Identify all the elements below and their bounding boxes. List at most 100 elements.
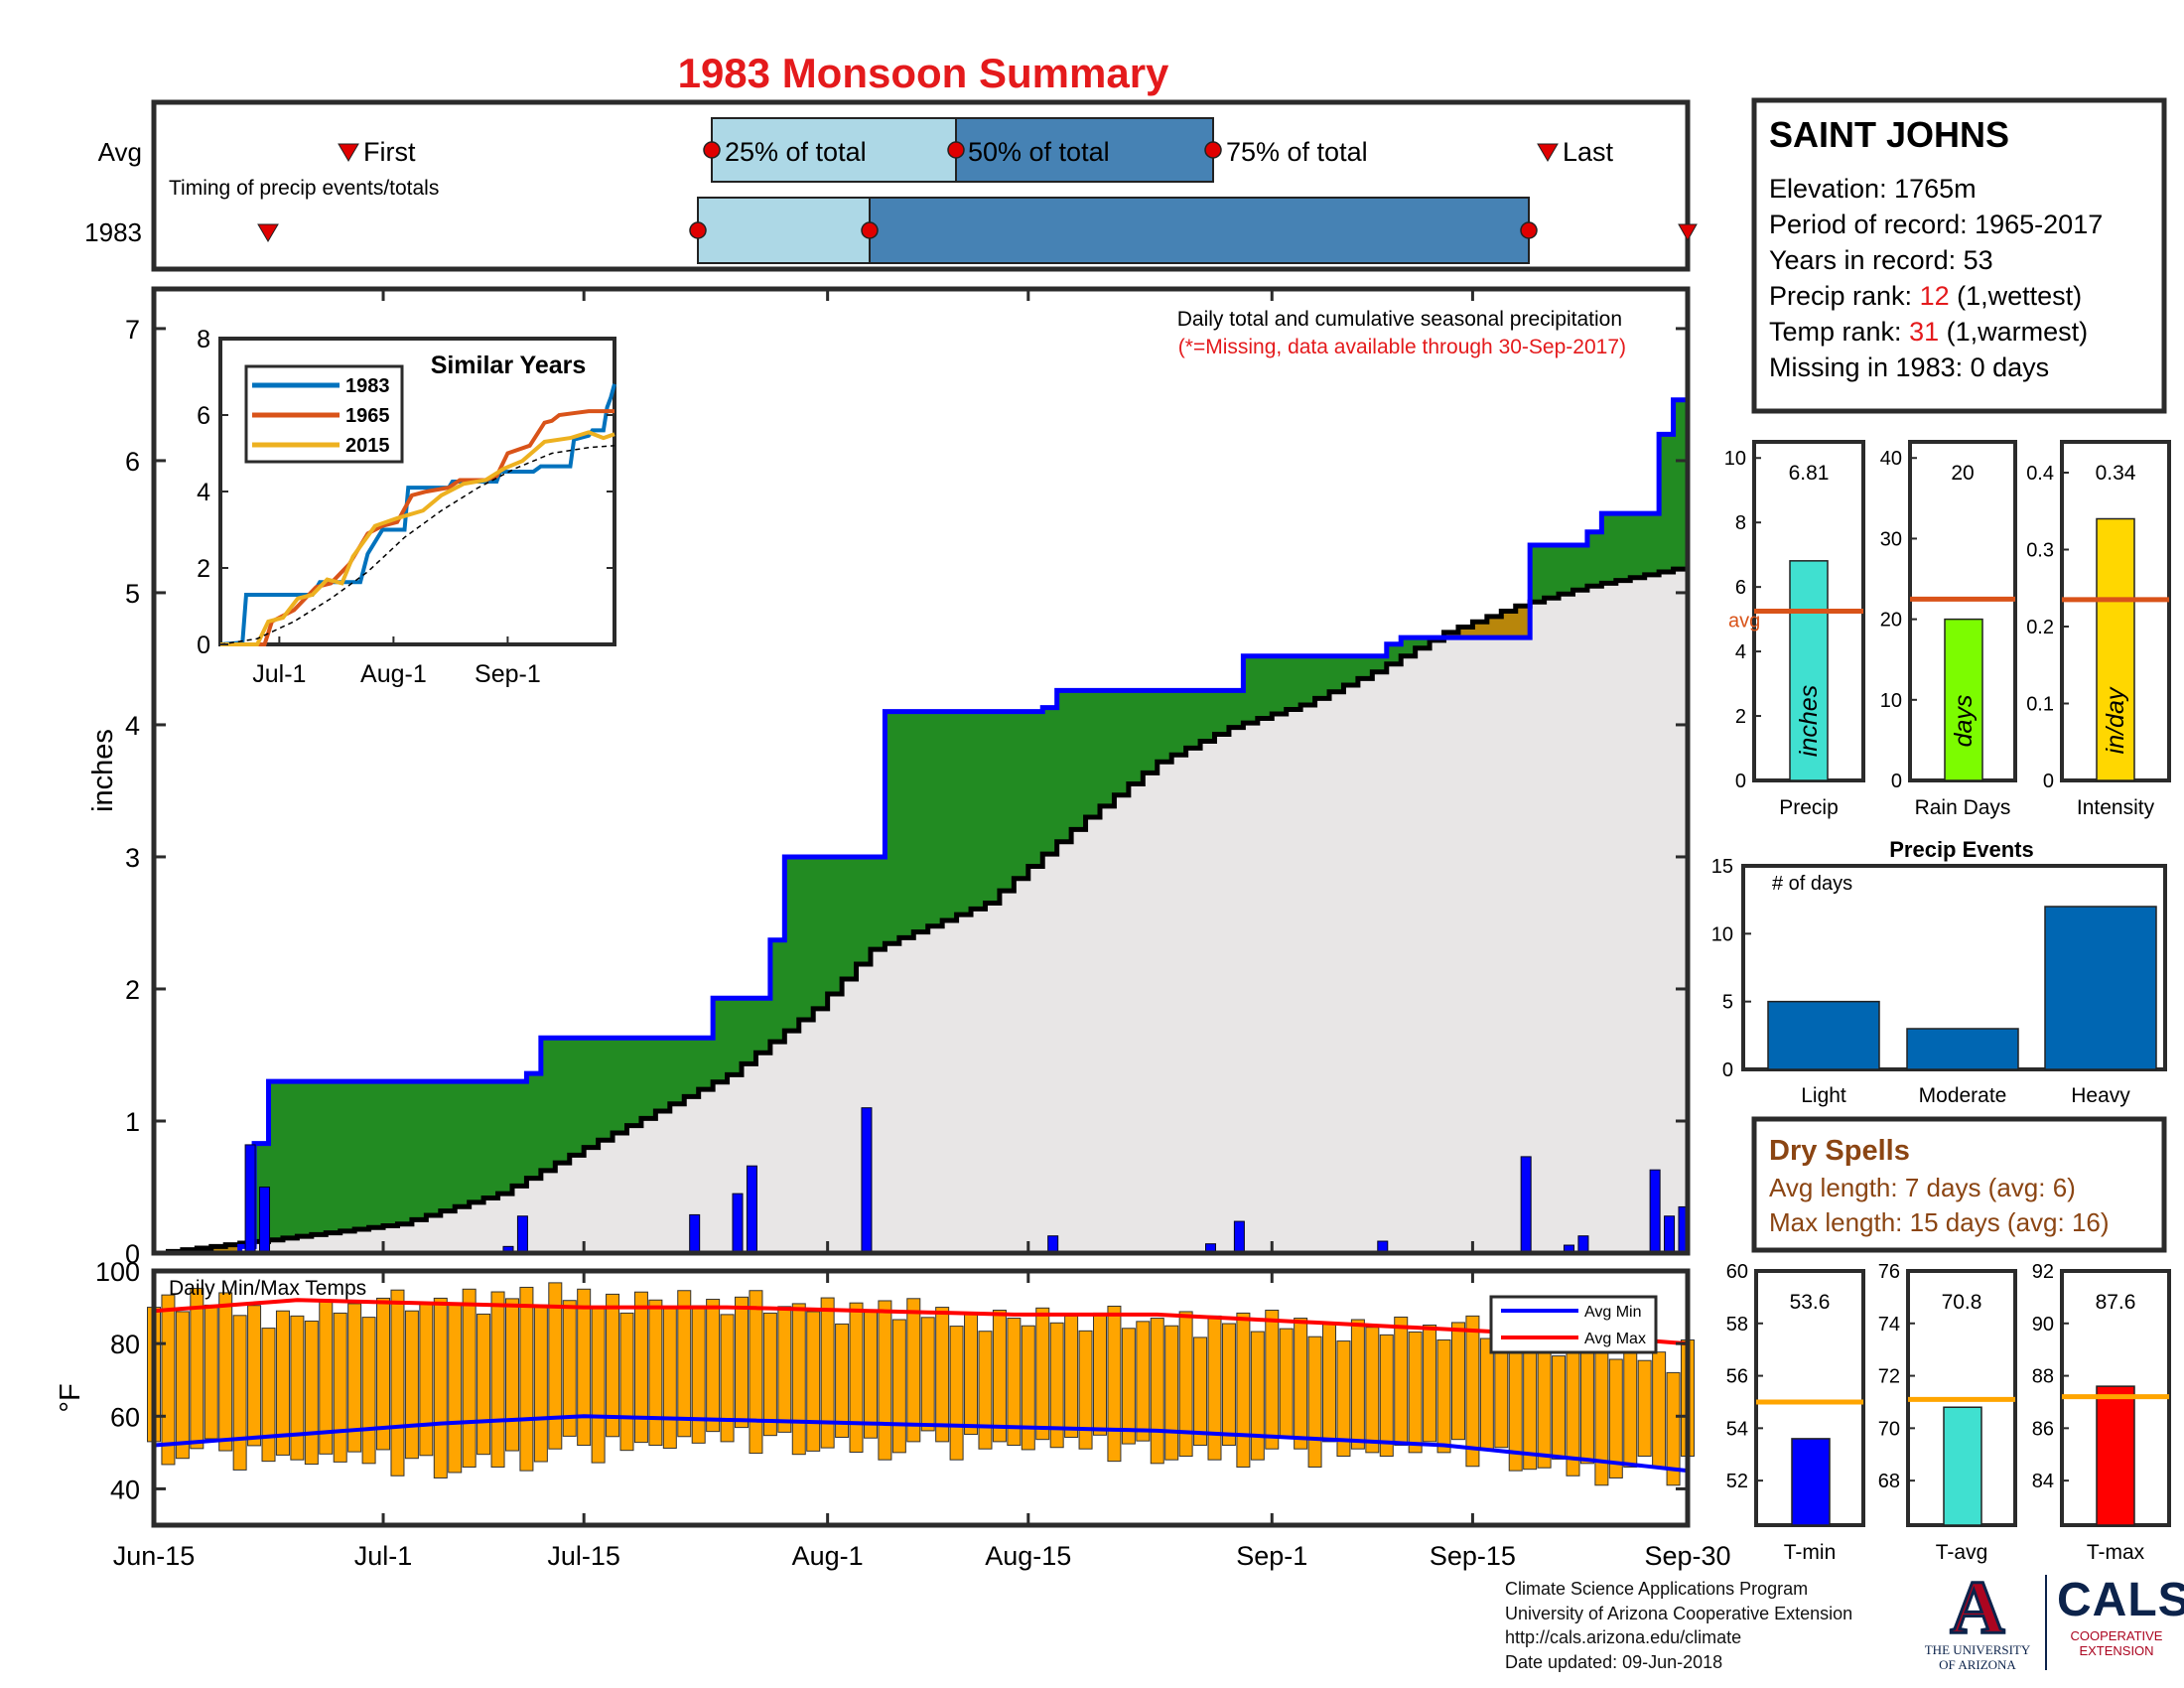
ua-logo-line-2: OF ARIZONA — [1939, 1657, 2016, 1672]
precip-y-tick-label: 0 — [1735, 771, 1746, 792]
precip-unit: inches — [1795, 685, 1823, 757]
daily-temp-bar — [906, 1298, 921, 1443]
inset-y-tick-label: 8 — [197, 326, 210, 353]
timing-last-label: Last — [1563, 137, 1614, 167]
precip-y-tick-label: 2 — [1735, 706, 1746, 728]
events-bar-heavy — [2044, 906, 2157, 1070]
daily-temp-bar — [504, 1298, 519, 1452]
temp-legend-max-label: Avg Max — [1584, 1331, 1646, 1347]
credits-line-1: Climate Science Applications Program — [1505, 1579, 1809, 1599]
daily-temp-bar — [477, 1313, 491, 1456]
timing-avg-last-marker — [1537, 143, 1559, 162]
daily-temp-bar — [190, 1288, 205, 1450]
intensity-unit: in/day — [2102, 686, 2129, 754]
timing-year-p75-marker — [1520, 221, 1538, 239]
temp-rank-suffix: (1,warmest) — [1939, 317, 2088, 347]
timing-avg-box-50-75 — [955, 117, 1214, 183]
daily-temp-bar — [835, 1323, 850, 1438]
station-missing: Missing in 1983: 0 days — [1769, 352, 2049, 382]
events-category-label: Heavy — [2071, 1084, 2130, 1107]
daily-precip-bar — [244, 1144, 256, 1254]
ua-logo-line-1: THE UNIVERSITY — [1924, 1642, 2031, 1657]
timing-row-label-year: 1983 — [84, 217, 142, 247]
daily-precip-bar — [1649, 1169, 1661, 1254]
tmax-label: T-max — [2087, 1541, 2145, 1564]
inset-line-2015 — [220, 430, 615, 646]
tmin-y-tick-label: 52 — [1726, 1471, 1748, 1492]
arizona-a-icon: A — [1949, 1566, 2006, 1649]
daily-temp-bar — [762, 1312, 777, 1437]
tavg-y-tick-label: 74 — [1878, 1314, 1900, 1336]
daily-temp-bar — [677, 1290, 692, 1438]
daily-temp-bar — [1552, 1355, 1567, 1460]
temp-y-tick-label: 40 — [110, 1475, 140, 1504]
inset-series-lines — [219, 383, 616, 646]
daily-temp-bar — [376, 1297, 391, 1451]
daily-temp-bar — [433, 1297, 448, 1478]
daily-precip-bar — [861, 1107, 873, 1254]
inset-legend-label-2015: 2015 — [345, 435, 390, 457]
daily-temp-bar — [1623, 1338, 1638, 1468]
timing-row-label-avg: Avg — [98, 137, 142, 167]
daily-temp-bar — [333, 1312, 347, 1463]
daily-temp-bar — [978, 1331, 993, 1450]
daily-temp-bar — [1279, 1328, 1294, 1439]
raindays-label: Rain Days — [1915, 796, 2011, 819]
timing-year-p25-marker — [689, 221, 707, 239]
daily-temp-bar — [1350, 1319, 1365, 1450]
credits-line-3[interactable]: http://cals.arizona.edu/climate — [1505, 1627, 1742, 1647]
daily-temp-bar — [964, 1312, 979, 1436]
daily-temp-bar — [935, 1307, 950, 1443]
x-tick-label: Sep-1 — [1236, 1541, 1307, 1571]
station-elevation: Elevation: 1765m — [1769, 174, 1977, 204]
raindays-y-tick-label: 20 — [1880, 610, 1902, 632]
daily-temp-bar — [1250, 1331, 1265, 1461]
intensity-y-tick-label: 0 — [2043, 771, 2054, 792]
similar-years-inset: 0 2 4 6 8 Jul-1 Aug-1 Sep-1 Similar Years 1983… — [197, 326, 616, 688]
inset-line-1965 — [220, 409, 614, 646]
tavg-y-tick-label: 70 — [1878, 1418, 1900, 1440]
inset-y-tick-label: 6 — [197, 402, 210, 430]
inset-y-tick-label: 0 — [197, 632, 210, 659]
daily-temp-bar — [1207, 1315, 1222, 1461]
tmin-y-tick-label: 54 — [1726, 1418, 1748, 1440]
inset-y-tick-label: 2 — [197, 555, 210, 583]
daily-precip-bar — [746, 1165, 757, 1254]
daily-temp-bar — [849, 1302, 864, 1453]
main-y-tick-label: 2 — [125, 975, 140, 1005]
daily-temp-bar — [1150, 1318, 1164, 1465]
daily-temp-bar — [949, 1326, 964, 1461]
daily-temp-bar — [448, 1304, 463, 1474]
cals-logo: CALS COOPERATIVE EXTENSION — [2057, 1573, 2184, 1658]
precip-y-tick-label: 8 — [1735, 512, 1746, 534]
daily-precip-bar — [1520, 1156, 1532, 1254]
inset-title: Similar Years — [431, 352, 587, 379]
events-bars: Light Moderate Heavy — [1767, 906, 2157, 1107]
x-tick-label: Jul-1 — [354, 1541, 413, 1571]
daily-temp-chart: Daily Min/Max Temps 40 60 80 100 °F Avg Min… — [55, 1257, 1695, 1528]
daily-temp-bar — [1307, 1336, 1322, 1468]
tavg-y-tick-label: 68 — [1878, 1471, 1900, 1492]
daily-temp-bar — [232, 1315, 247, 1471]
daily-temp-bar — [1178, 1311, 1193, 1458]
station-info-box: SAINT JOHNS Elevation: 1765m Period of r… — [1751, 97, 2167, 414]
temp-rank-value: 31 — [1909, 317, 1939, 347]
temp-y-label: °F — [55, 1383, 86, 1412]
intensity-y-tick-label: 0.1 — [2026, 694, 2054, 716]
tmin-y-tick-label: 58 — [1726, 1314, 1748, 1336]
daily-temp-bar — [706, 1299, 721, 1433]
main-note-2: (*=Missing, data available through 30-Se… — [1178, 336, 1626, 358]
events-title: Precip Events — [1889, 837, 2034, 862]
daily-temp-bar — [1078, 1330, 1093, 1450]
raindays-bar — [1944, 618, 1983, 781]
above-average-fill — [254, 399, 1689, 1242]
timing-p50-label: 50% of total — [968, 137, 1110, 167]
daily-precip-bar — [516, 1215, 528, 1254]
timing-year-box-50-75 — [869, 197, 1530, 264]
daily-temp-bar — [1035, 1307, 1050, 1441]
daily-temp-bar — [562, 1300, 577, 1437]
inset-line-avg — [219, 445, 615, 645]
raindays-y-tick-label: 10 — [1880, 690, 1902, 712]
daily-temp-bar — [1608, 1358, 1623, 1478]
